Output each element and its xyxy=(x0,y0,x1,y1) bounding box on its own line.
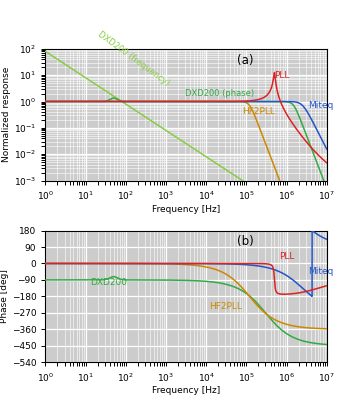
Text: DXD200: DXD200 xyxy=(90,278,127,287)
Text: Miteq: Miteq xyxy=(309,101,334,110)
Text: (b): (b) xyxy=(237,234,253,247)
Y-axis label: Normalized response: Normalized response xyxy=(2,67,11,162)
Text: HF2PLL: HF2PLL xyxy=(242,107,275,116)
Text: DXD200 (frequency): DXD200 (frequency) xyxy=(96,30,171,88)
Text: (a): (a) xyxy=(237,54,253,67)
Text: DXD200 (phase): DXD200 (phase) xyxy=(185,90,254,98)
Y-axis label: Phase [deg]: Phase [deg] xyxy=(0,269,9,323)
X-axis label: Frequency [Hz]: Frequency [Hz] xyxy=(152,386,220,396)
Text: HF2PLL: HF2PLL xyxy=(209,302,242,311)
X-axis label: Frequency [Hz]: Frequency [Hz] xyxy=(152,205,220,214)
Text: PLL: PLL xyxy=(274,72,289,81)
Text: PLL: PLL xyxy=(279,252,294,261)
Text: Miteq: Miteq xyxy=(309,267,334,276)
